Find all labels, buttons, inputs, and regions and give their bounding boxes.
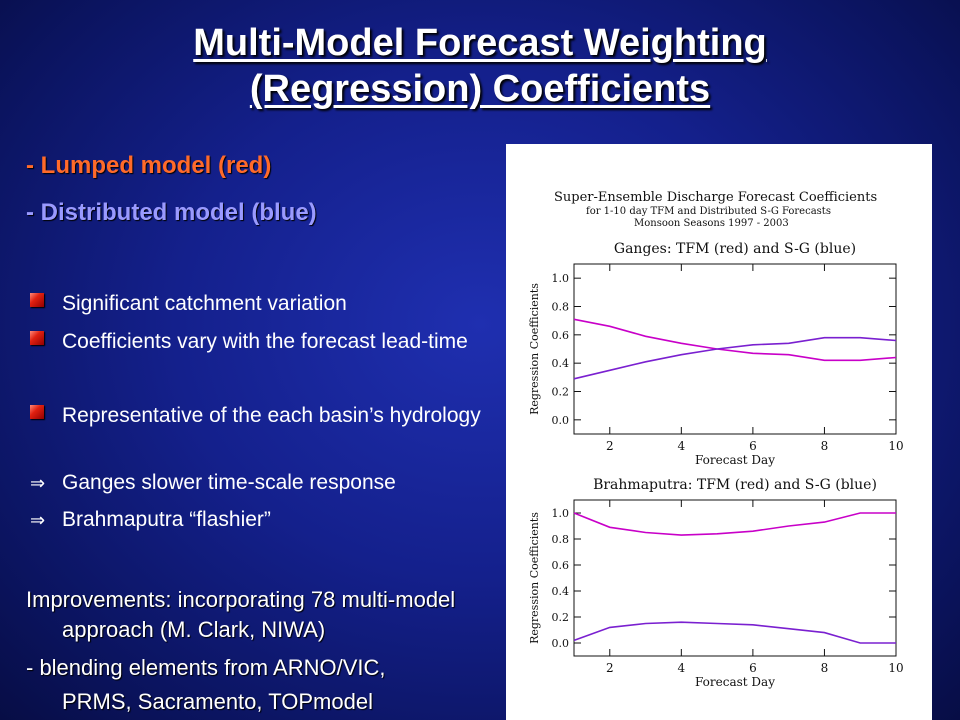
x-tick-label: 4 — [678, 661, 686, 675]
y-tick-label: 0.8 — [552, 533, 570, 546]
bullet-text: Representative of the each basin’s hydro… — [62, 404, 481, 427]
y-tick-label: 0.0 — [552, 637, 570, 650]
slide-title-line2: (Regression) Coefficients — [249, 68, 711, 110]
bullet-text: Brahmaputra “flashier” — [62, 508, 271, 531]
series-line-2 — [573, 621, 896, 644]
x-tick-label: 2 — [606, 661, 614, 675]
chart-title: Brahmaputra: TFM (red) and S-G (blue) — [593, 477, 877, 493]
figure-header-subtitle-2: Monsoon Seasons 1997 - 2003 — [634, 218, 789, 229]
blending-text-line1: - blending elements from ARNO/VIC, — [26, 655, 386, 680]
x-tick-label: 2 — [606, 439, 614, 453]
implies-arrow-icon: ⇒ — [30, 510, 46, 530]
square-bullet-icon — [30, 331, 44, 345]
y-tick-label: 0.2 — [552, 386, 570, 399]
improvements-text: Improvements: incorporating 78 multi-mod… — [26, 587, 456, 642]
chart-title: Ganges: TFM (red) and S-G (blue) — [614, 241, 856, 257]
y-tick-label: 1.0 — [552, 272, 570, 285]
y-tick-label: 0.4 — [552, 585, 570, 598]
bullet-text: Coefficients vary with the forecast lead… — [62, 330, 468, 353]
plot-frame — [573, 499, 897, 657]
slide-title-line1: Multi-Model Forecast Weighting — [193, 22, 767, 64]
series-line-2 — [573, 336, 897, 380]
square-bullet-icon — [30, 293, 44, 307]
x-axis-label: Forecast Day — [695, 453, 775, 467]
x-tick-label: 6 — [749, 439, 757, 453]
x-tick-label: 6 — [749, 661, 757, 675]
y-tick-label: 0.6 — [552, 559, 570, 572]
distributed-model-label: - Distributed model (blue) — [26, 199, 317, 226]
y-tick-label: 0.4 — [552, 357, 570, 370]
charts-svg: Ganges: TFM (red) and S-G (blue) 2 4 6 8 10 0.… — [528, 241, 904, 689]
figure-header-title: Super-Ensemble Discharge Forecast Coeffi… — [554, 190, 878, 205]
y-tick-label: 1.0 — [552, 507, 570, 520]
figure-panel: Super-Ensemble Discharge Forecast Coeffi… — [506, 144, 932, 720]
plot-frame — [573, 263, 897, 435]
blending-text-line2: PRMS, Sacramento, TOPmodel — [62, 689, 373, 714]
y-tick-label: 0.8 — [552, 301, 570, 314]
series-line-1 — [573, 512, 896, 536]
x-axis-label: Forecast Day — [695, 675, 775, 689]
slide-title: Multi-Model Forecast Weighting (Regressi… — [40, 20, 920, 112]
y-tick-label: 0.2 — [552, 611, 570, 624]
x-tick-label: 8 — [821, 661, 829, 675]
x-tick-label: 10 — [888, 661, 903, 675]
implies-arrow-icon: ⇒ — [30, 473, 46, 493]
y-axis-label: Regression Coefficients — [528, 283, 541, 415]
x-tick-label: 10 — [888, 439, 903, 453]
y-tick-label: 0.0 — [552, 414, 570, 427]
figure-header-subtitle-1: for 1-10 day TFM and Distributed S-G For… — [586, 206, 831, 217]
series-line-1 — [573, 318, 897, 362]
lumped-model-label: - Lumped model (red) — [26, 152, 272, 179]
x-tick-label: 8 — [821, 439, 829, 453]
bullet-text: Significant catchment variation — [62, 292, 347, 315]
x-tick-label: 4 — [678, 439, 686, 453]
bullet-text: Ganges slower time-scale response — [62, 471, 396, 494]
y-axis-label: Regression Coefficients — [528, 512, 541, 644]
square-bullet-icon — [30, 405, 44, 419]
y-tick-label: 0.6 — [552, 329, 570, 342]
